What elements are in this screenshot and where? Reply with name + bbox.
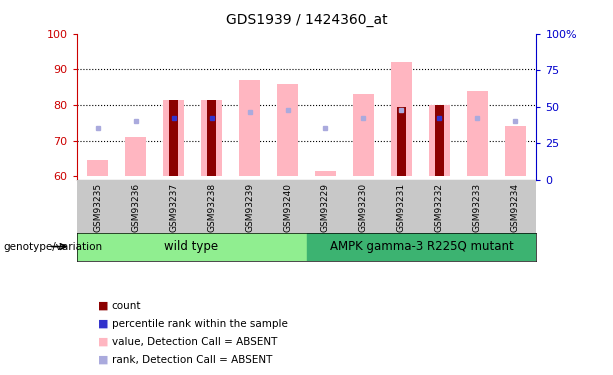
Text: wild type: wild type — [164, 240, 219, 253]
Text: GSM93233: GSM93233 — [473, 183, 482, 232]
Text: value, Detection Call = ABSENT: value, Detection Call = ABSENT — [112, 337, 277, 346]
Bar — [429, 105, 450, 176]
Bar — [353, 94, 374, 176]
Text: rank, Detection Call = ABSENT: rank, Detection Call = ABSENT — [112, 355, 272, 364]
Bar — [87, 160, 108, 176]
Text: ■: ■ — [98, 337, 109, 346]
Text: GSM93237: GSM93237 — [169, 183, 178, 232]
Text: percentile rank within the sample: percentile rank within the sample — [112, 319, 287, 328]
Bar — [397, 107, 406, 176]
Text: ■: ■ — [98, 319, 109, 328]
Text: GDS1939 / 1424360_at: GDS1939 / 1424360_at — [226, 13, 387, 27]
Bar — [201, 100, 222, 176]
Text: GSM93235: GSM93235 — [93, 183, 102, 232]
Bar — [435, 105, 444, 176]
Bar — [315, 171, 336, 176]
Bar — [169, 100, 178, 176]
Bar — [467, 91, 488, 176]
Text: GSM93229: GSM93229 — [321, 183, 330, 232]
Text: ■: ■ — [98, 355, 109, 364]
Text: ■: ■ — [98, 301, 109, 310]
Text: AMPK gamma-3 R225Q mutant: AMPK gamma-3 R225Q mutant — [330, 240, 513, 253]
Text: genotype/variation: genotype/variation — [3, 242, 102, 252]
Bar — [505, 126, 526, 176]
Bar — [277, 84, 298, 176]
Text: GSM93231: GSM93231 — [397, 183, 406, 232]
Bar — [207, 100, 216, 176]
Bar — [239, 80, 260, 176]
Bar — [163, 100, 184, 176]
Text: GSM93230: GSM93230 — [359, 183, 368, 232]
Text: GSM93232: GSM93232 — [435, 183, 444, 232]
Text: GSM93234: GSM93234 — [511, 183, 520, 232]
Text: GSM93239: GSM93239 — [245, 183, 254, 232]
Text: GSM93236: GSM93236 — [131, 183, 140, 232]
Bar — [77, 232, 306, 261]
Bar — [391, 62, 412, 176]
Text: GSM93240: GSM93240 — [283, 183, 292, 232]
Bar — [306, 232, 536, 261]
Text: GSM93238: GSM93238 — [207, 183, 216, 232]
Bar — [125, 137, 146, 176]
Text: count: count — [112, 301, 141, 310]
